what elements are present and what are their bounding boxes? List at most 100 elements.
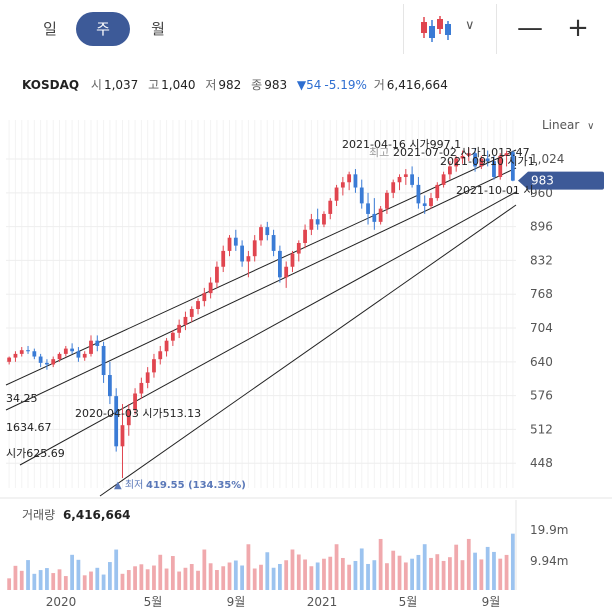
volume-bar <box>246 544 251 590</box>
volume-bar <box>101 574 106 590</box>
volume-label: 거래량 <box>22 508 56 522</box>
volume-bar <box>296 554 301 590</box>
trend-line-label: 2021-10-01 시 <box>456 184 534 197</box>
volume-label-short: 거 <box>373 78 385 92</box>
candle-body <box>284 266 289 278</box>
volume-bar <box>466 538 471 590</box>
x-tick-label: 5월 <box>144 595 163 609</box>
open-value: 1,037 <box>103 78 139 92</box>
price-tick-label: 512 <box>530 422 553 436</box>
candle-body <box>492 161 496 177</box>
volume-bar <box>385 563 389 590</box>
x-tick-label: 5월 <box>399 595 418 609</box>
candle-body <box>145 372 150 383</box>
candle-body <box>510 152 515 181</box>
trend-line <box>19 191 517 466</box>
tab-day[interactable]: 일 <box>43 20 57 38</box>
candle-body <box>385 192 389 209</box>
candle-body <box>334 187 339 201</box>
candle-body <box>19 350 24 354</box>
candle-body <box>429 198 433 207</box>
volume-bar <box>51 573 56 590</box>
x-tick-label: 9월 <box>482 595 501 609</box>
tab-week[interactable]: 주 <box>76 12 130 46</box>
volume-bar <box>422 544 427 590</box>
volume-bar <box>353 560 358 590</box>
candle-body <box>340 182 345 188</box>
volume-bar <box>183 567 188 590</box>
candle-body <box>366 203 370 214</box>
volume-bar <box>158 554 163 590</box>
price-tick-label: 448 <box>530 456 553 470</box>
candle-body <box>359 187 364 204</box>
volume-bar <box>441 560 446 590</box>
volume-bar <box>410 558 414 590</box>
open-label: 시 <box>90 78 102 92</box>
candle-body <box>252 240 257 257</box>
candle-body <box>7 357 12 362</box>
candle-body <box>473 153 477 167</box>
volume-bar <box>120 573 125 590</box>
candle-body <box>170 332 175 341</box>
high-value: 1,040 <box>161 78 196 92</box>
change-value: ▼54 <box>296 78 322 92</box>
candle-body <box>183 316 188 325</box>
volume-bar <box>45 568 49 590</box>
candle-body <box>265 227 270 236</box>
candle-body <box>278 250 282 278</box>
candle-body <box>485 158 490 162</box>
volume-bar <box>391 550 396 590</box>
volume-bar <box>416 554 421 590</box>
toolbar-divider <box>403 4 404 54</box>
candle-body <box>221 250 226 267</box>
chevron-down-icon[interactable]: ∨ <box>465 18 475 33</box>
volume-bar <box>114 549 119 590</box>
volume-bar <box>26 560 30 590</box>
volume-bar <box>76 559 81 590</box>
candle-body <box>227 237 232 251</box>
candle-body <box>435 184 440 199</box>
candle-body <box>347 174 352 183</box>
volume-bar <box>32 573 37 590</box>
tab-month[interactable]: 월 <box>151 20 165 38</box>
volume-bar <box>177 571 182 590</box>
zoom-in-button[interactable]: + <box>567 13 589 43</box>
trend-line-label: 2020-04-03 시가513.13 <box>75 407 201 420</box>
candle-body <box>26 350 30 352</box>
candle-body <box>466 153 471 156</box>
candle-body <box>479 158 484 167</box>
candle-body <box>498 155 503 177</box>
candle-body <box>328 200 333 214</box>
volume-bar <box>397 555 402 590</box>
candlestick-icon[interactable] <box>418 12 452 46</box>
volume-tick-label: 19.9m <box>530 523 568 537</box>
volume-bar <box>13 565 18 590</box>
index-name: KOSDAQ <box>22 78 80 92</box>
volume-bar <box>63 576 68 590</box>
current-price-label: 983 <box>531 174 554 188</box>
volume-bars <box>7 533 515 590</box>
low-marker-value: 419.55 (134.35%) <box>146 480 246 491</box>
volume-bar <box>479 559 484 590</box>
volume-bar <box>240 565 244 590</box>
top-toolbar: 일 주 월 ∨ — + <box>0 0 612 60</box>
zoom-out-button[interactable]: — <box>517 13 543 43</box>
candle-body <box>215 266 219 283</box>
close-label: 종 <box>251 78 263 92</box>
candle-body <box>158 351 163 360</box>
scale-mode-select[interactable]: Linear ∨ <box>542 118 594 132</box>
trend-line-label: 2021-07-02 시가1,013.47 <box>393 146 530 159</box>
volume-bar <box>19 570 24 590</box>
close-value: 983 <box>264 78 288 92</box>
candle-body <box>76 351 81 358</box>
volume-bar <box>460 560 465 590</box>
trend-line-label: 2021-09-10 시가1, <box>440 155 538 168</box>
volume-bar <box>303 559 307 590</box>
trend-line-label: 2021-04-16 시가997.1 <box>342 138 461 151</box>
price-tick-label: 768 <box>530 287 553 301</box>
volume-bar <box>284 560 289 590</box>
candle-body <box>259 227 263 241</box>
volume-bar <box>152 565 156 590</box>
